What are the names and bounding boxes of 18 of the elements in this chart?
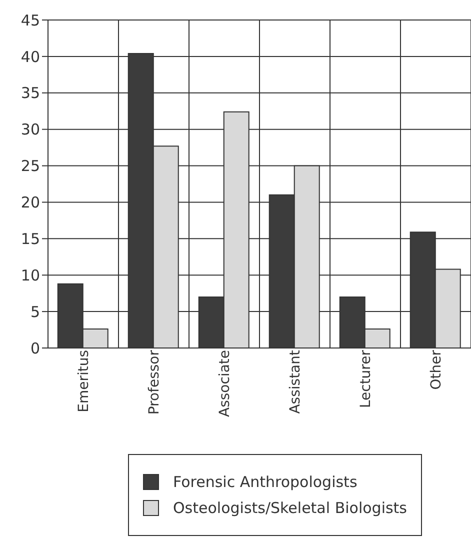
x-tick-label: Lecturer [358,350,374,408]
y-tick-label: 10 [20,266,40,284]
y-tick-label: 20 [20,194,40,212]
y-tick-label: 45 [20,11,40,30]
legend-label: Osteologists/Skeletal Biologists [173,499,407,517]
y-tick-label: 5 [30,302,40,321]
x-tick-label: Professor [146,350,163,415]
x-tick-label: Assistant [288,349,304,414]
legend-label: Forensic Anthropologists [173,473,358,491]
y-tick-label: 40 [20,48,40,66]
y-tick-label: 35 [20,84,40,102]
y-tick-label: 0 [30,339,40,358]
x-tick-label: Associate [217,350,234,417]
x-tick-label: Emeritus [76,350,92,412]
y-tick-label: 15 [20,230,40,248]
y-tick-label: 25 [20,157,40,176]
y-tick-label: 30 [20,120,40,139]
x-tick-label: Other [428,350,445,390]
